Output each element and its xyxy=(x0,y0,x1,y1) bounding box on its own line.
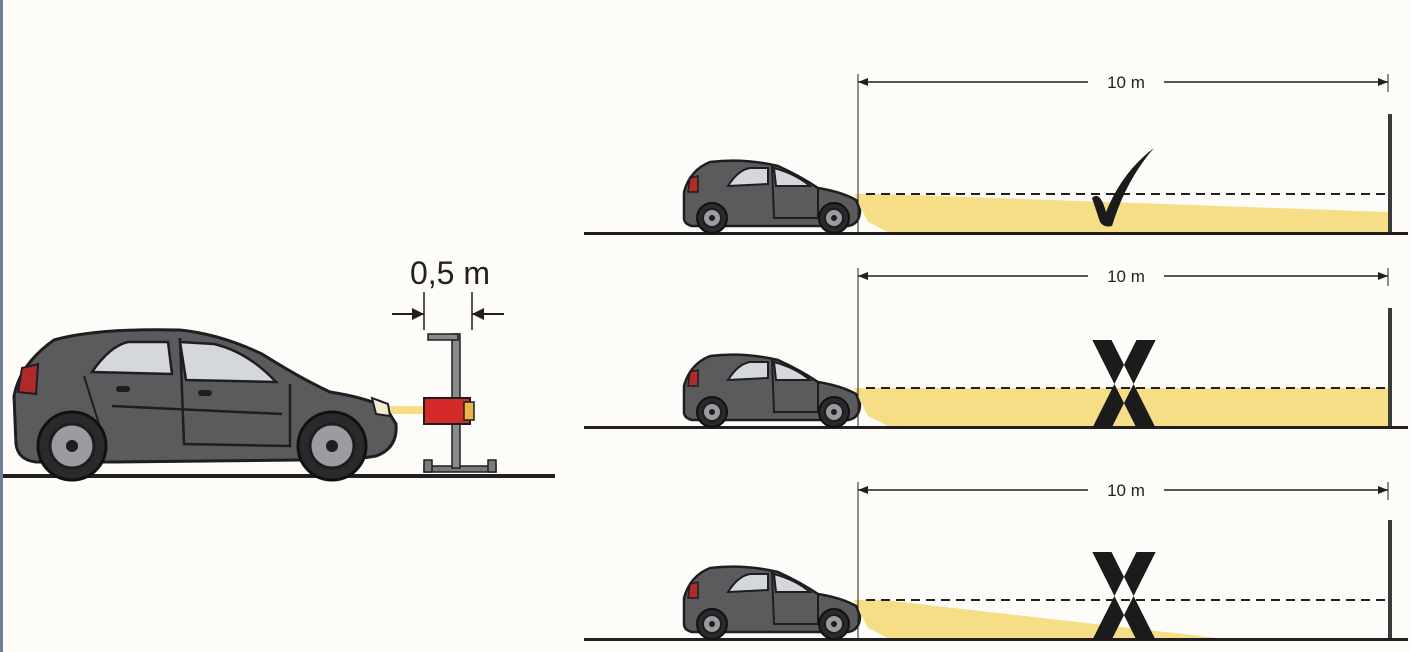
left-edge-strip xyxy=(0,0,3,652)
headlight-beam xyxy=(854,194,1388,232)
main-car xyxy=(12,328,398,482)
check-mark xyxy=(1092,148,1154,227)
aiming-device xyxy=(423,333,497,473)
wall-screen xyxy=(1388,308,1392,426)
wall-screen xyxy=(1388,520,1392,638)
setup-distance-label: 0,5 m xyxy=(410,255,490,291)
small-car xyxy=(682,565,862,640)
scenario-list: 10 m 10 m 10 m xyxy=(584,73,1408,641)
device-lens-box xyxy=(423,397,471,425)
ground-line xyxy=(584,426,1408,429)
setup-dimension: 0,5 m xyxy=(392,255,504,330)
scenario-row: 10 m xyxy=(584,481,1408,641)
cross-mark xyxy=(1092,340,1156,428)
headlight-beam xyxy=(854,600,1218,638)
scenario-row: 10 m xyxy=(584,73,1408,235)
distance-label: 10 m xyxy=(1107,481,1145,500)
setup-scene: 0,5 m xyxy=(3,255,555,482)
ground-line xyxy=(584,638,1408,641)
wall-screen xyxy=(1388,114,1392,232)
scenario-row: 10 m xyxy=(584,267,1408,429)
distance-label: 10 m xyxy=(1107,267,1145,286)
headlight-beam-short xyxy=(388,406,428,414)
ground-line xyxy=(3,474,555,478)
distance-label: 10 m xyxy=(1107,73,1145,92)
ground-line xyxy=(584,232,1408,235)
small-car xyxy=(682,353,862,428)
cross-mark xyxy=(1092,552,1156,640)
small-car xyxy=(682,159,862,234)
